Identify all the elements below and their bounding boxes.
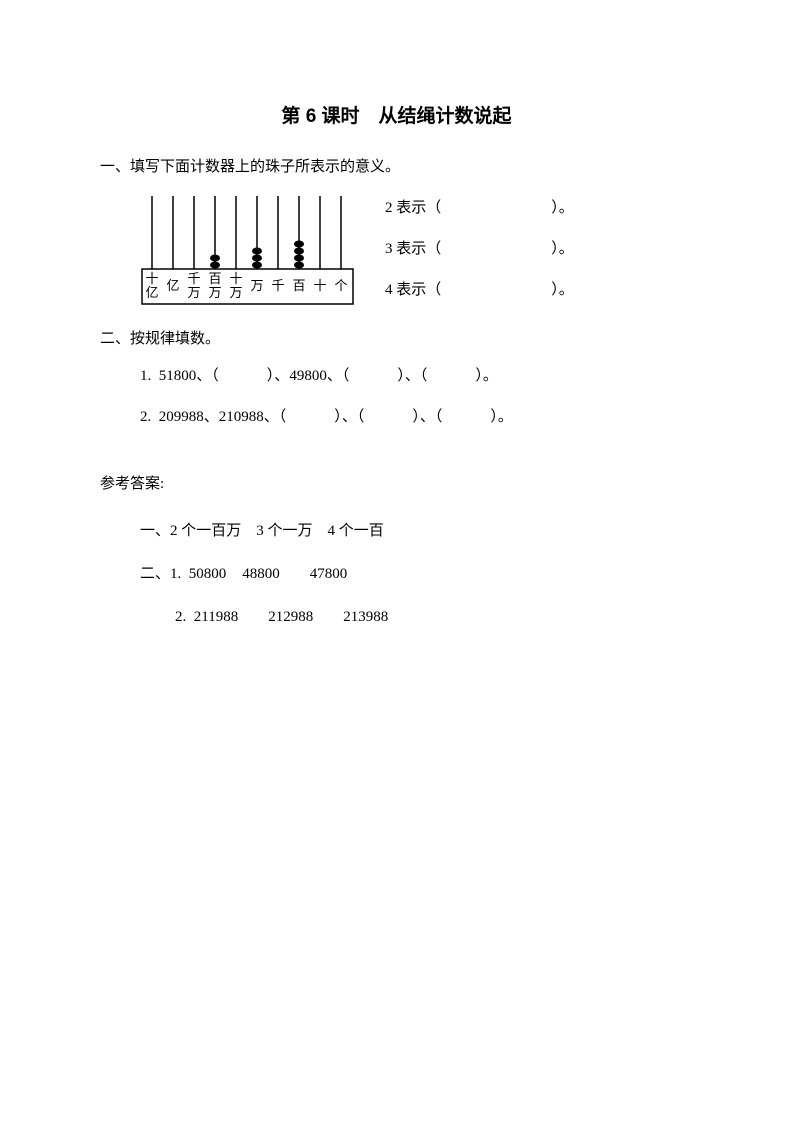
prompt-prefix: 2 表示（ [385, 200, 441, 216]
answer-value: 47800 [310, 566, 348, 582]
q-number: 1. [140, 368, 151, 384]
svg-text:十: 十 [145, 271, 158, 286]
sep: 、 [274, 368, 289, 384]
section-2-heading: 二、按规律填数。 [100, 326, 693, 353]
sep: 、 [264, 409, 279, 425]
close-paren: ） [397, 368, 405, 384]
period: 。 [483, 368, 498, 384]
page-title: 第 6 课时 从结绳计数说起 [100, 100, 693, 134]
q-value: 209988 [159, 409, 204, 425]
section-1-heading: 一、填写下面计数器上的珠子所表示的意义。 [100, 154, 693, 181]
svg-text:百: 百 [208, 271, 221, 286]
answer-value: 48800 [242, 566, 280, 582]
prompt-suffix: ）。 [551, 200, 574, 216]
q-value: 210988 [219, 409, 264, 425]
open-paren: （ [211, 368, 219, 384]
q-value: 49800 [289, 368, 327, 384]
answer-line-3: 2. 211988 212988 213988 [175, 604, 693, 631]
counter-prompts: 2 表示（ ）。 3 表示（ ）。 4 表示（ ）。 [385, 191, 574, 304]
sep: 、 [204, 409, 219, 425]
svg-text:十: 十 [229, 271, 242, 286]
q-number: 2. [140, 409, 151, 425]
open-paren: （ [279, 409, 287, 425]
answer-value: 211988 [194, 609, 238, 625]
open-paren: （ [435, 409, 443, 425]
open-paren: （ [420, 368, 428, 384]
close-paren: ） [334, 409, 342, 425]
svg-text:万: 万 [250, 278, 263, 293]
answers-heading: 参考答案: [100, 471, 693, 498]
q-value: 51800 [159, 368, 197, 384]
close-paren: ） [412, 409, 420, 425]
svg-text:亿: 亿 [166, 278, 179, 293]
prompt-suffix: ）。 [551, 282, 574, 298]
svg-text:亿: 亿 [145, 285, 158, 300]
sep: 、 [405, 368, 420, 384]
prompt-row-1: 2 表示（ ）。 [385, 195, 574, 222]
sep: 、 [420, 409, 435, 425]
question-2-2: 2. 209988、210988、（）、（）、（）。 [140, 404, 693, 431]
sep: 、 [327, 368, 342, 384]
answer-value: 213988 [343, 609, 388, 625]
svg-text:个: 个 [334, 278, 347, 293]
period: 。 [498, 409, 513, 425]
prompt-row-3: 4 表示（ ）。 [385, 277, 574, 304]
svg-text:百: 百 [292, 278, 305, 293]
answer-value: 212988 [268, 609, 313, 625]
svg-text:千: 千 [187, 271, 200, 286]
svg-text:千: 千 [271, 278, 284, 293]
prompt-prefix: 4 表示（ [385, 282, 441, 298]
answer-line-2: 二、1. 50800 48800 47800 [140, 561, 693, 588]
svg-text:十: 十 [313, 278, 326, 293]
answer-value: 50800 [189, 566, 227, 582]
svg-text:万: 万 [208, 285, 221, 300]
open-paren: （ [357, 409, 365, 425]
answer-prefix: 2. [175, 609, 186, 625]
close-paren: ） [475, 368, 483, 384]
prompt-prefix: 3 表示（ [385, 241, 441, 257]
sep: 、 [342, 409, 357, 425]
close-paren: ） [490, 409, 498, 425]
svg-text:万: 万 [229, 285, 242, 300]
answer-prefix: 二、1. [140, 566, 181, 582]
question-2-1: 1. 51800、（）、49800、（）、（）。 [140, 363, 693, 390]
prompt-row-2: 3 表示（ ）。 [385, 236, 574, 263]
open-paren: （ [342, 368, 350, 384]
svg-text:万: 万 [187, 285, 200, 300]
counting-device-diagram: 十亿 亿 千万 百万 十万 万 千 百 十 个 [140, 191, 355, 306]
answer-line-1: 一、2 个一百万 3 个一万 4 个一百 [140, 518, 693, 545]
sep: 、 [196, 368, 211, 384]
counter-section: 十亿 亿 千万 百万 十万 万 千 百 十 个 2 表示（）。 3 表示（）。 … [140, 191, 693, 306]
prompt-suffix: ）。 [551, 241, 574, 257]
